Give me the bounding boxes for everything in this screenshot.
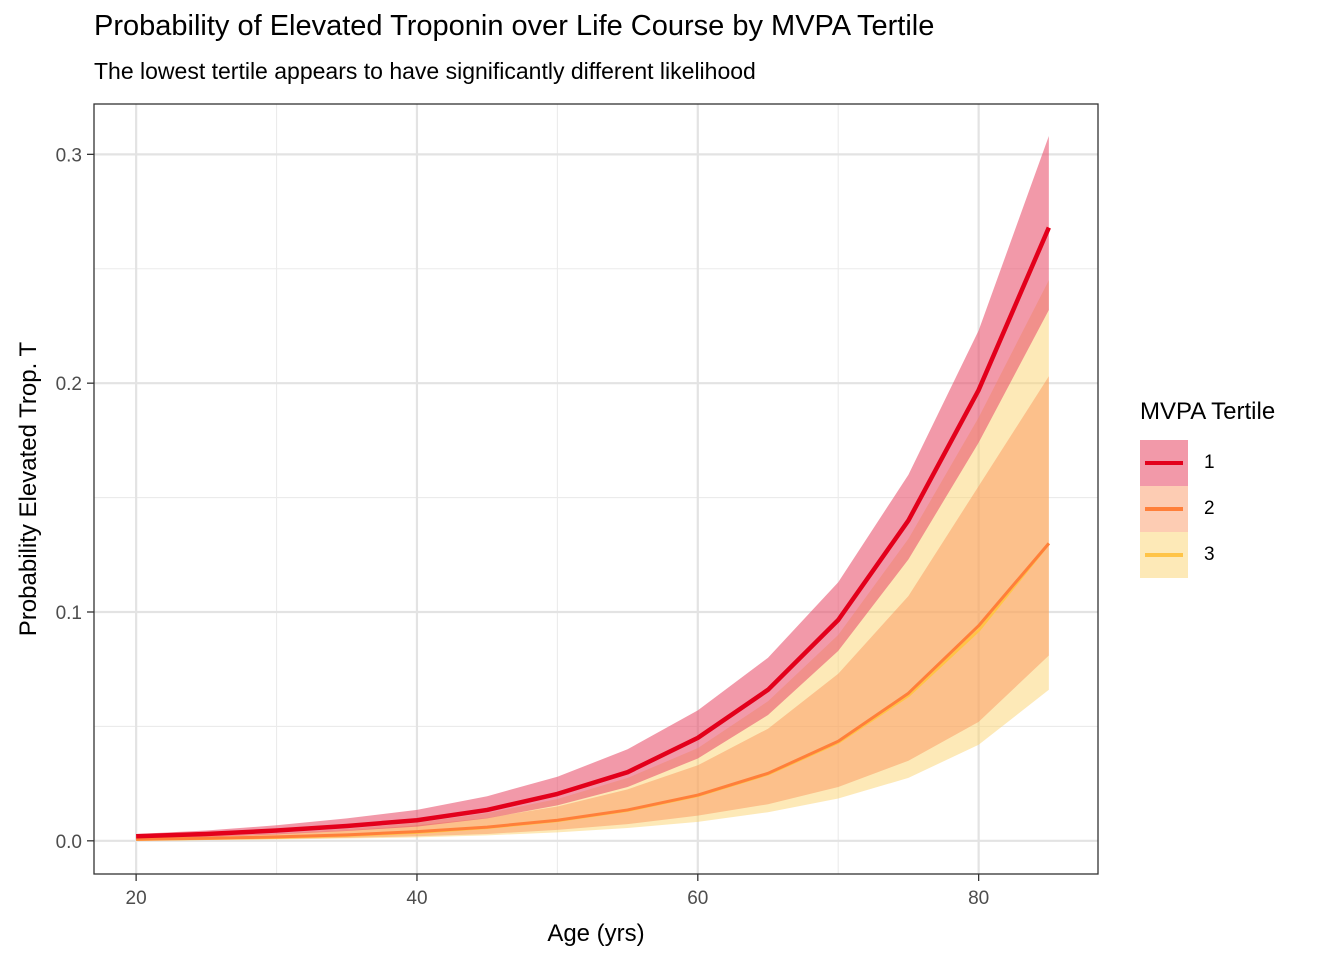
- grid-major: [94, 104, 1098, 874]
- band-tertile-3: [136, 280, 1049, 841]
- y-tick-label: 0.1: [56, 603, 82, 624]
- legend-items: 1 2 3: [1140, 440, 1275, 578]
- legend-label: 2: [1204, 498, 1215, 519]
- y-tick-label: 0.3: [56, 145, 82, 166]
- series-lines: [136, 226, 1051, 841]
- band-tertile-1: [136, 136, 1049, 839]
- line-tertile-1: [136, 226, 1051, 839]
- legend-item-1: 1: [1140, 440, 1275, 486]
- y-axis: 0.0 0.1 0.2 0.3: [56, 145, 94, 853]
- x-tick-label: 60: [687, 888, 708, 909]
- legend-key: [1140, 440, 1188, 486]
- x-axis: 20 40 60 80: [126, 874, 989, 909]
- chart-subtitle: The lowest tertile appears to have signi…: [94, 58, 756, 84]
- legend-item-3: 3: [1140, 532, 1275, 578]
- legend-title: MVPA Tertile: [1140, 398, 1276, 425]
- legend-key: [1140, 486, 1188, 532]
- legend-key: [1140, 532, 1188, 578]
- legend-label: 1: [1204, 452, 1215, 473]
- band-tertile-2: [136, 376, 1049, 841]
- legend: MVPA Tertile 1 2 3: [1140, 398, 1275, 578]
- confidence-bands: [136, 136, 1049, 841]
- panel-border: [93, 103, 1099, 875]
- x-tick-label: 80: [968, 888, 989, 909]
- legend-label: 3: [1204, 544, 1215, 565]
- x-tick-label: 20: [126, 888, 147, 909]
- x-tick-label: 40: [406, 888, 427, 909]
- x-axis-label: Age (yrs): [547, 920, 644, 947]
- y-tick-label: 0.2: [56, 374, 82, 395]
- chart-title: Probability of Elevated Troponin over Li…: [94, 10, 935, 42]
- y-tick-label: 0.0: [56, 832, 82, 853]
- y-axis-label: Probability Elevated Trop. T: [15, 341, 42, 636]
- line-tertile-2: [136, 542, 1050, 841]
- legend-item-2: 2: [1140, 486, 1275, 532]
